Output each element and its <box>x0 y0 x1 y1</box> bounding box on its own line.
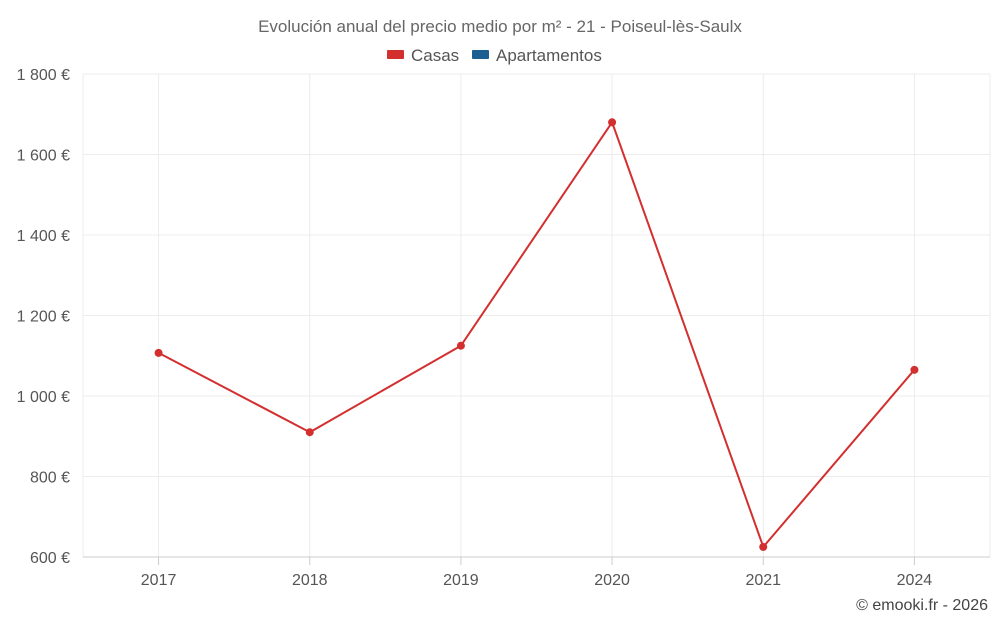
data-point[interactable] <box>759 542 768 551</box>
legend-label-casas[interactable]: Casas <box>411 46 459 65</box>
legend-swatch-casas[interactable] <box>387 50 404 59</box>
x-tick-label: 2024 <box>897 572 933 589</box>
x-tick-label: 2019 <box>443 572 479 589</box>
data-point[interactable] <box>456 341 465 350</box>
legend: Casas Apartamentos <box>387 46 602 65</box>
x-tick-label: 2021 <box>745 572 781 589</box>
data-point[interactable] <box>154 348 163 357</box>
axes: 600 € 800 € 1 000 € 1 200 € 1 400 € 1 600 € 1 … <box>17 67 990 589</box>
series-layer <box>154 118 919 551</box>
y-tick-label: 600 € <box>30 550 70 567</box>
chart-title: Evolución anual del precio medio por m² … <box>258 17 742 36</box>
y-tick-label: 1 200 € <box>17 309 70 326</box>
data-point[interactable] <box>305 428 314 437</box>
credit-text: © emooki.fr - 2026 <box>856 597 988 614</box>
series-line-casas <box>158 121 916 548</box>
x-tick-label: 2018 <box>292 572 328 589</box>
y-tick-label: 1 800 € <box>17 67 70 84</box>
legend-label-apartamentos[interactable]: Apartamentos <box>496 46 602 65</box>
data-point[interactable] <box>910 365 919 374</box>
x-tick-label: 2017 <box>141 572 177 589</box>
grid <box>82 73 991 557</box>
y-tick-label: 1 000 € <box>17 389 70 406</box>
y-tick-label: 1 400 € <box>17 228 70 245</box>
x-tick-label: 2020 <box>594 572 630 589</box>
y-tick-label: 1 600 € <box>17 148 70 165</box>
y-tick-label: 800 € <box>30 470 70 487</box>
legend-swatch-apartamentos[interactable] <box>472 50 489 59</box>
data-point[interactable] <box>608 118 617 127</box>
